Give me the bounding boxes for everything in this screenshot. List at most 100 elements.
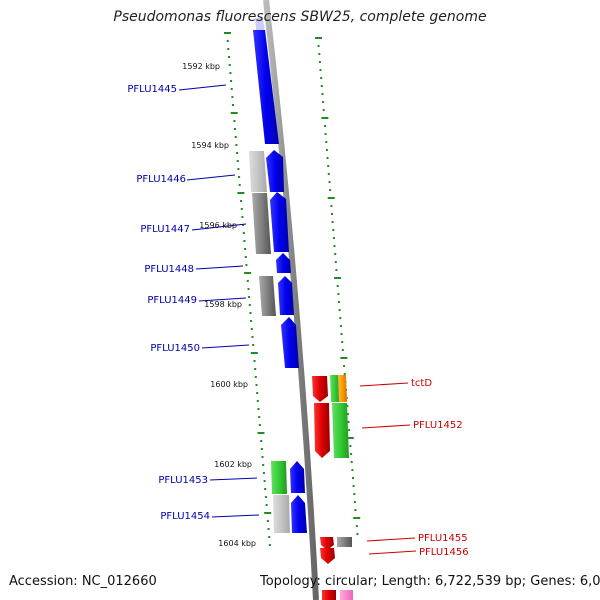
leader-line-pflu1449 bbox=[198, 297, 247, 302]
feature-track-left bbox=[249, 18, 307, 533]
gene-label-pflu1455[interactable]: PFLU1455 bbox=[418, 533, 468, 544]
ruler-tick bbox=[257, 432, 265, 434]
gene-label-pflu1448[interactable]: PFLU1448 bbox=[144, 264, 194, 275]
ruler-tick bbox=[236, 152, 239, 154]
gene-arrow-pflu1445[interactable] bbox=[253, 30, 279, 144]
ruler-tick bbox=[319, 69, 322, 71]
ruler-tick bbox=[328, 181, 331, 183]
ruler-tick bbox=[227, 48, 230, 50]
leader-line-pflu1455 bbox=[366, 537, 416, 542]
gene-block-pflu1449-gray[interactable] bbox=[259, 276, 276, 316]
ruler-tick bbox=[332, 237, 335, 239]
gene-labels-left: PFLU1445 PFLU1446 PFLU1447 PFLU1448 PFLU… bbox=[127, 84, 210, 522]
ruler-tick bbox=[234, 136, 237, 138]
tick-label: 1596 kbp bbox=[199, 221, 237, 230]
gene-block-red-bottom[interactable] bbox=[322, 590, 336, 600]
ruler-tick bbox=[355, 525, 358, 527]
ruler-tick bbox=[245, 264, 248, 266]
gene-label-pflu1446[interactable]: PFLU1446 bbox=[136, 174, 186, 185]
gene-block-pink-bottom[interactable] bbox=[340, 590, 353, 600]
ruler-tick bbox=[232, 104, 234, 106]
ruler-tick bbox=[254, 376, 257, 378]
gene-block-pflu1446-gray[interactable] bbox=[249, 151, 267, 192]
ruler-tick bbox=[244, 248, 247, 250]
ruler-tick bbox=[334, 277, 342, 279]
gene-block-tctd-orange[interactable] bbox=[338, 375, 347, 402]
ruler-tick bbox=[336, 285, 339, 287]
ruler-tick bbox=[256, 392, 259, 394]
ruler-tick bbox=[348, 429, 351, 431]
ruler-tick bbox=[246, 280, 249, 282]
ruler-tick bbox=[263, 480, 266, 482]
accession-text: Accession: NC_012660 bbox=[9, 574, 157, 589]
tick-label: 1594 kbp bbox=[191, 141, 229, 150]
gene-label-pflu1449[interactable]: PFLU1449 bbox=[147, 295, 197, 306]
ruler-tick bbox=[322, 109, 325, 111]
leader-line-pflu1445 bbox=[178, 84, 227, 91]
ruler-tick bbox=[264, 512, 272, 514]
ruler-tick bbox=[352, 485, 355, 487]
gene-label-pflu1447[interactable]: PFLU1447 bbox=[140, 224, 190, 235]
gene-arrow-pflu1456-red[interactable] bbox=[320, 548, 335, 564]
tick-label: 1598 kbp bbox=[204, 300, 242, 309]
gene-arrow-pflu1450[interactable] bbox=[281, 317, 299, 368]
ruler-tick bbox=[320, 77, 323, 79]
gene-label-pflu1450[interactable]: PFLU1450 bbox=[150, 343, 200, 354]
ruler-tick bbox=[322, 101, 325, 103]
ruler-tick bbox=[244, 256, 247, 258]
gene-arrow-pflu1454-blue[interactable] bbox=[291, 495, 307, 533]
ruler-tick bbox=[247, 288, 250, 290]
ruler-tick bbox=[320, 85, 323, 87]
ruler-tick bbox=[331, 221, 334, 223]
gene-arrow-pflu1455-red[interactable] bbox=[320, 537, 334, 550]
ruler-tick bbox=[231, 96, 234, 98]
ruler-tick bbox=[354, 509, 357, 511]
gene-label-pflu1453[interactable]: PFLU1453 bbox=[158, 475, 208, 486]
gene-arrow-pflu1452-red[interactable] bbox=[314, 403, 330, 458]
gene-block-tctd-green[interactable] bbox=[330, 375, 340, 402]
tick-label: 1600 kbp bbox=[210, 380, 248, 389]
gene-arrow-pflu1449-blue[interactable] bbox=[278, 276, 294, 315]
ruler-tick bbox=[341, 341, 344, 343]
gene-label-pflu1456[interactable]: PFLU1456 bbox=[419, 547, 469, 558]
gene-label-pflu1454[interactable]: PFLU1454 bbox=[160, 511, 210, 522]
ruler-tick bbox=[347, 421, 350, 423]
gene-arrow-tctd[interactable] bbox=[312, 376, 328, 402]
ruler-tick bbox=[327, 165, 330, 167]
ruler-tick bbox=[226, 40, 229, 42]
ruler-tick bbox=[228, 64, 231, 66]
gene-arrow-pflu1448[interactable] bbox=[276, 253, 291, 273]
genome-summary-text: Topology: circular; Length: 6,722,539 bp… bbox=[260, 574, 600, 589]
gene-label-pflu1452[interactable]: PFLU1452 bbox=[413, 420, 463, 431]
gene-arrow-pflu1453-blue[interactable] bbox=[290, 461, 305, 493]
ruler-tick bbox=[265, 504, 268, 506]
gene-label-pflu1445[interactable]: PFLU1445 bbox=[127, 84, 177, 95]
ruler-tick bbox=[337, 293, 340, 295]
ruler-tick bbox=[238, 176, 241, 178]
leader-line-pflu1450 bbox=[201, 344, 250, 349]
leader-line-pflu1452 bbox=[361, 424, 411, 429]
ruler-tick bbox=[258, 416, 261, 418]
ruler-tick bbox=[334, 261, 337, 263]
leader-line-pflu1454 bbox=[211, 514, 260, 518]
ruler-tick bbox=[325, 141, 328, 143]
ruler-tick bbox=[244, 272, 252, 274]
gene-block-pflu1454-gray[interactable] bbox=[273, 495, 290, 533]
gene-block-pflu1453-green[interactable] bbox=[271, 461, 287, 494]
ruler-tick bbox=[324, 125, 326, 127]
gene-arrow-pflu1447-blue[interactable] bbox=[270, 192, 289, 252]
ruler-tick bbox=[334, 253, 337, 255]
gene-block-pflu1455-gray[interactable] bbox=[337, 537, 352, 547]
ruler-tick bbox=[330, 205, 333, 207]
gene-block-pflu1447-gray[interactable] bbox=[252, 193, 271, 254]
ruler-tick bbox=[264, 496, 267, 498]
feature-track-right bbox=[312, 375, 353, 600]
ruler-tick bbox=[325, 149, 328, 151]
ruler-tick bbox=[260, 448, 263, 450]
gene-block-pflu1452-green[interactable] bbox=[332, 403, 349, 458]
gene-arrow-pflu1446-blue[interactable] bbox=[266, 150, 284, 192]
gene-label-tctd[interactable]: tctD bbox=[411, 378, 432, 389]
ruler-tick bbox=[268, 536, 271, 538]
ruler-tick bbox=[321, 117, 329, 119]
